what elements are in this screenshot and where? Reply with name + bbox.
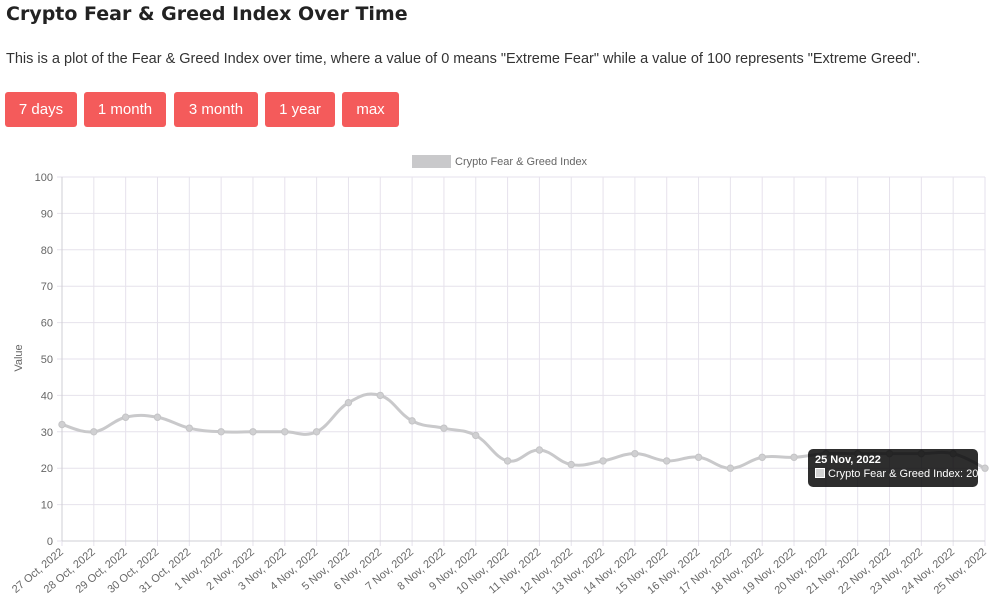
y-tick-label: 60 (41, 318, 53, 330)
data-point[interactable] (281, 428, 289, 436)
tooltip-row: Crypto Fear & Greed Index: 20 (815, 467, 978, 482)
data-point[interactable] (535, 446, 544, 454)
page-description: This is a plot of the Fear & Greed Index… (6, 51, 921, 67)
data-point[interactable] (981, 464, 989, 472)
tooltip-swatch (815, 468, 825, 478)
y-tick-label: 40 (41, 390, 53, 402)
data-point[interactable] (440, 424, 448, 432)
data-point[interactable] (472, 431, 480, 440)
data-point[interactable] (631, 449, 639, 458)
page-title: Crypto Fear & Greed Index Over Time (6, 3, 408, 25)
range-1-year-button[interactable]: 1 year (265, 92, 335, 127)
data-point[interactable] (217, 428, 225, 436)
data-point[interactable] (790, 453, 798, 461)
y-tick-label: 70 (41, 281, 53, 293)
data-point[interactable] (376, 391, 384, 400)
y-tick-label: 20 (41, 463, 53, 475)
data-point[interactable] (599, 457, 607, 465)
range-1-month-button[interactable]: 1 month (84, 92, 166, 127)
data-point[interactable] (567, 460, 575, 469)
data-point[interactable] (58, 420, 66, 429)
legend-swatch (412, 155, 451, 168)
tooltip-date: 25 Nov, 2022 (815, 454, 881, 466)
legend[interactable]: Crypto Fear & Greed Index (412, 155, 588, 168)
y-tick-label: 50 (41, 354, 53, 366)
y-axis-title: Value (13, 344, 25, 371)
grid-layer (57, 176, 986, 546)
y-tick-label: 0 (47, 536, 53, 548)
y-tick-label: 10 (41, 500, 53, 512)
data-point[interactable] (185, 424, 194, 432)
range-7-days-button[interactable]: 7 days (5, 92, 77, 127)
data-point[interactable] (694, 453, 703, 461)
y-tick-label: 80 (41, 245, 53, 257)
y-tick-label: 30 (41, 427, 53, 439)
data-point[interactable] (663, 457, 671, 465)
data-point[interactable] (503, 457, 512, 465)
data-point[interactable] (121, 413, 130, 421)
range-3-month-button[interactable]: 3 month (174, 92, 258, 127)
data-tooltip: 25 Nov, 2022 Crypto Fear & Greed Index: … (808, 449, 978, 487)
data-point[interactable] (153, 413, 162, 421)
data-point[interactable] (249, 428, 257, 436)
y-tick-label: 100 (35, 172, 53, 184)
tooltip-value-text: Crypto Fear & Greed Index: 20 (828, 468, 979, 480)
range-max-button[interactable]: max (342, 92, 399, 127)
y-tick-label: 90 (41, 208, 53, 220)
data-point[interactable] (408, 417, 416, 425)
data-point[interactable] (758, 453, 766, 461)
data-point[interactable] (312, 428, 321, 436)
legend-label: Crypto Fear & Greed Index (455, 156, 588, 168)
data-point[interactable] (726, 464, 735, 472)
data-point[interactable] (90, 428, 98, 436)
data-point[interactable] (344, 398, 353, 407)
